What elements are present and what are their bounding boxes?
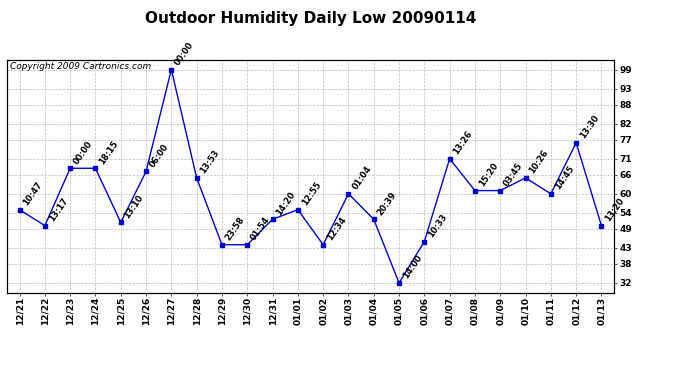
Text: 15:20: 15:20 bbox=[477, 161, 500, 188]
Text: 13:53: 13:53 bbox=[199, 148, 221, 175]
Text: 18:15: 18:15 bbox=[97, 139, 120, 166]
Text: 13:30: 13:30 bbox=[578, 113, 601, 140]
Text: 20:39: 20:39 bbox=[376, 190, 398, 217]
Text: 14:45: 14:45 bbox=[553, 164, 575, 191]
Text: Copyright 2009 Cartronics.com: Copyright 2009 Cartronics.com bbox=[10, 62, 151, 71]
Text: Outdoor Humidity Daily Low 20090114: Outdoor Humidity Daily Low 20090114 bbox=[145, 11, 476, 26]
Text: 10:47: 10:47 bbox=[21, 180, 44, 207]
Text: 03:45: 03:45 bbox=[502, 161, 525, 188]
Text: 13:26: 13:26 bbox=[452, 129, 475, 156]
Text: 00:00: 00:00 bbox=[72, 139, 95, 166]
Text: 23:58: 23:58 bbox=[224, 215, 246, 242]
Text: 14:20: 14:20 bbox=[275, 190, 297, 217]
Text: 12:34: 12:34 bbox=[325, 215, 348, 242]
Text: 06:00: 06:00 bbox=[148, 142, 170, 169]
Text: 13:20: 13:20 bbox=[604, 196, 626, 223]
Text: 01:04: 01:04 bbox=[351, 164, 373, 191]
Text: 10:26: 10:26 bbox=[528, 148, 551, 175]
Text: 13:10: 13:10 bbox=[123, 193, 146, 220]
Text: 10:33: 10:33 bbox=[426, 212, 449, 239]
Text: 13:17: 13:17 bbox=[47, 196, 70, 223]
Text: 00:00: 00:00 bbox=[173, 40, 196, 67]
Text: 14:00: 14:00 bbox=[401, 254, 424, 280]
Text: 01:54: 01:54 bbox=[249, 215, 272, 242]
Text: 12:55: 12:55 bbox=[300, 180, 323, 207]
